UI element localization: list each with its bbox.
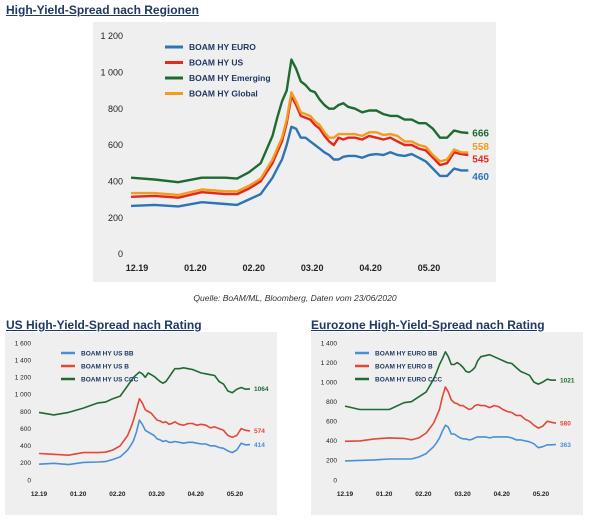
y-tick-label: 800 xyxy=(20,409,31,416)
series-line xyxy=(38,419,251,466)
y-tick-label: 800 xyxy=(326,399,337,406)
y-tick-label: 0 xyxy=(27,477,31,484)
y-tick-label: 0 xyxy=(333,477,337,484)
y-tick-label: 1 400 xyxy=(321,340,338,347)
x-tick-label: 01.20 xyxy=(70,491,87,498)
y-tick-label: 400 xyxy=(326,438,337,445)
y-tick-label: 1 000 xyxy=(100,67,123,77)
x-tick-label: 04.20 xyxy=(359,263,382,273)
x-tick-label: 01.20 xyxy=(184,263,207,273)
series-line xyxy=(130,125,469,208)
chart-title-us-rating: US High-Yield-Spread nach Rating xyxy=(6,318,202,332)
y-tick-label: 1 200 xyxy=(15,375,32,382)
series-line xyxy=(38,397,251,456)
legend-label: BOAM HY US CCC xyxy=(81,376,139,383)
legend-label: BOAM HY Global xyxy=(189,88,258,98)
y-tick-label: 600 xyxy=(20,426,31,433)
series-end-label: 1021 xyxy=(560,377,575,384)
series-end-label: 666 xyxy=(472,129,489,140)
series-line xyxy=(130,94,469,199)
x-tick-label: 02.20 xyxy=(415,491,432,498)
series-line xyxy=(344,424,557,462)
y-tick-label: 0 xyxy=(118,249,123,259)
y-tick-label: 800 xyxy=(108,104,123,114)
x-tick-label: 05.20 xyxy=(533,491,550,498)
y-tick-label: 1 200 xyxy=(321,360,338,367)
chart-title-regions: High-Yield-Spread nach Regionen xyxy=(6,3,199,17)
x-tick-label: 03.20 xyxy=(148,491,165,498)
series-end-label: 558 xyxy=(472,142,489,153)
y-tick-label: 1 400 xyxy=(15,357,32,364)
x-tick-label: 03.20 xyxy=(454,491,471,498)
x-tick-label: 01.20 xyxy=(376,491,393,498)
y-tick-label: 200 xyxy=(108,213,123,223)
legend-label: BOAM HY US BB xyxy=(81,350,134,357)
series-end-label: 574 xyxy=(254,428,265,435)
x-tick-label: 12.19 xyxy=(337,491,354,498)
y-tick-label: 200 xyxy=(326,458,337,465)
series-end-label: 1064 xyxy=(254,386,269,393)
series-end-label: 414 xyxy=(254,442,265,449)
chart-panel-eurozone-rating: 0 200 400 600 800 1 000 1 200 1 400 12.19 01.20 02… xyxy=(311,332,583,515)
x-tick-label: 04.20 xyxy=(188,491,205,498)
legend-label: BOAM HY EURO CCC xyxy=(375,376,442,383)
chart-panel-regions: 0 200 400 600 800 1 000 1 200 12.19 01.20 02.20 03… xyxy=(93,22,496,282)
series-line xyxy=(130,58,469,184)
series-end-label: 545 xyxy=(472,154,489,165)
y-tick-label: 1 000 xyxy=(321,379,338,386)
legend-label: BOAM HY US xyxy=(189,57,243,67)
chart-us-rating: 0 200 400 600 800 1 000 1 200 1 400 1 600 12.19 01… xyxy=(15,340,269,498)
x-tick-label: 03.20 xyxy=(301,263,324,273)
series-line xyxy=(131,91,469,197)
legend-label: BOAM HY US B xyxy=(81,363,129,370)
x-tick-label: 12.19 xyxy=(126,263,149,273)
series-line xyxy=(344,386,557,443)
chart-title-eurozone-rating: Eurozone High-Yield-Spread nach Rating xyxy=(311,318,545,332)
x-tick-label: 05.20 xyxy=(227,491,244,498)
y-tick-label: 1 600 xyxy=(15,340,32,347)
chart-regions: 0 200 400 600 800 1 000 1 200 12.19 01.20 02.20 03… xyxy=(100,31,489,273)
y-tick-label: 600 xyxy=(108,140,123,150)
y-tick-label: 400 xyxy=(20,443,31,450)
x-tick-label: 05.20 xyxy=(418,263,441,273)
series-line xyxy=(344,350,557,411)
y-tick-label: 1 000 xyxy=(15,392,32,399)
chart-panel-us-rating: 0 200 400 600 800 1 000 1 200 1 400 1 600 12.19 01… xyxy=(5,332,277,515)
legend-label: BOAM HY EURO BB xyxy=(375,350,438,357)
y-tick-label: 200 xyxy=(20,460,31,467)
y-tick-label: 600 xyxy=(326,419,337,426)
legend-label: BOAM HY EURO xyxy=(189,42,256,52)
x-tick-label: 04.20 xyxy=(494,491,511,498)
x-tick-label: 02.20 xyxy=(243,263,266,273)
series-end-label: 363 xyxy=(560,442,571,449)
series-end-label: 460 xyxy=(472,172,489,183)
source-note: Quelle: BoAM/ML, Bloomberg, Daten vom 23… xyxy=(193,293,397,303)
legend-label: BOAM HY Emerging xyxy=(189,73,271,83)
y-tick-label: 1 200 xyxy=(100,31,123,41)
x-tick-label: 12.19 xyxy=(31,491,48,498)
series-line xyxy=(38,366,251,416)
x-tick-label: 02.20 xyxy=(109,491,126,498)
legend-label: BOAM HY EURO B xyxy=(375,363,433,370)
y-tick-label: 400 xyxy=(108,176,123,186)
chart-eurozone-rating: 0 200 400 600 800 1 000 1 200 1 400 12.19 01.20 02… xyxy=(321,340,575,498)
series-end-label: 580 xyxy=(560,421,571,428)
